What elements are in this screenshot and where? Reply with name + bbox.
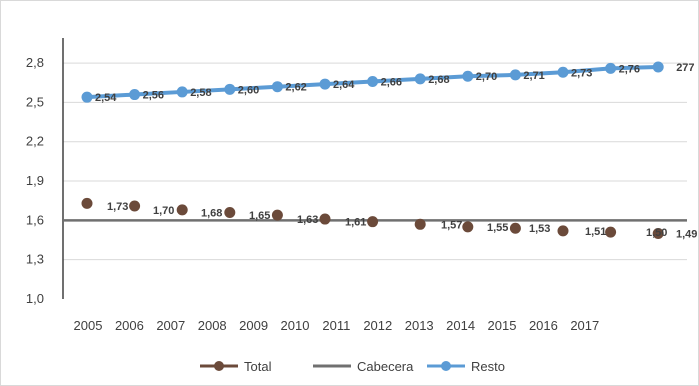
legend: Total Cabecera Resto bbox=[200, 359, 505, 374]
y-tick-label: 2,5 bbox=[26, 94, 44, 109]
resto-point bbox=[509, 69, 521, 81]
x-tick-label: 2008 bbox=[198, 318, 227, 333]
x-tick-label: 2010 bbox=[281, 318, 310, 333]
y-tick-label: 1,0 bbox=[26, 291, 44, 306]
resto-point bbox=[129, 89, 141, 101]
resto-point bbox=[81, 91, 93, 103]
total-point bbox=[319, 213, 331, 225]
total-data-label: 1,61 bbox=[345, 217, 366, 229]
resto-data-label: 2,70 bbox=[476, 71, 497, 83]
resto-point bbox=[224, 83, 236, 95]
resto-data-label: 2,76 bbox=[619, 63, 640, 75]
legend-label-resto: Resto bbox=[471, 359, 505, 374]
series-group bbox=[63, 61, 687, 239]
x-tick-label: 2011 bbox=[322, 318, 350, 333]
legend-marker-total bbox=[214, 361, 224, 371]
total-point bbox=[605, 226, 617, 238]
resto-data-label: 2,64 bbox=[333, 79, 355, 91]
resto-point bbox=[319, 78, 331, 90]
resto-point bbox=[176, 86, 188, 98]
total-point bbox=[271, 209, 283, 221]
resto-point bbox=[557, 66, 569, 78]
total-point bbox=[81, 197, 93, 209]
total-data-label: 1,70 bbox=[153, 205, 174, 217]
y-tick-label: 2,8 bbox=[26, 55, 44, 70]
resto-data-label: 2,58 bbox=[190, 87, 211, 99]
total-data-label: 1,49 bbox=[676, 228, 697, 240]
resto-point bbox=[605, 62, 617, 74]
total-data-label: 1,51 bbox=[585, 226, 606, 238]
x-tick-label: 2015 bbox=[488, 318, 517, 333]
y-tick-label: 1,3 bbox=[26, 252, 44, 267]
resto-data-label: 2,66 bbox=[381, 76, 402, 88]
x-tick-labels: 2005 2006 2007 2008 2009 2010 2011 2012 2013 2014… bbox=[74, 318, 600, 333]
legend-label-cabecera: Cabecera bbox=[357, 359, 414, 374]
resto-data-label: 277 bbox=[676, 62, 694, 74]
resto-data-label: 2,68 bbox=[428, 74, 449, 86]
total-data-label: 1,63 bbox=[297, 214, 318, 226]
total-point bbox=[414, 218, 426, 230]
total-point bbox=[557, 225, 569, 237]
y-tick-label: 1,6 bbox=[26, 212, 44, 227]
resto-point bbox=[367, 75, 379, 87]
resto-data-label: 2,56 bbox=[143, 90, 164, 102]
x-tick-label: 2013 bbox=[405, 318, 434, 333]
total-data-label: 1,73 bbox=[107, 201, 128, 213]
total-data-label: 1,65 bbox=[249, 210, 270, 222]
resto-data-label: 2,60 bbox=[238, 84, 259, 96]
total-point bbox=[367, 216, 379, 228]
y-tick-label: 2,2 bbox=[26, 134, 44, 149]
total-point bbox=[224, 207, 236, 219]
total-point bbox=[176, 204, 188, 216]
total-data-label: 1,55 bbox=[487, 222, 508, 234]
total-point bbox=[652, 227, 664, 239]
legend-marker-resto bbox=[441, 361, 451, 371]
resto-point bbox=[271, 81, 283, 93]
total-data-label: 1,68 bbox=[201, 208, 222, 220]
x-tick-label: 2006 bbox=[115, 318, 144, 333]
y-tick-labels: 1,0 1,3 1,6 1,9 2,2 2,5 2,8 bbox=[26, 55, 44, 306]
total-data-label: 1,53 bbox=[529, 223, 550, 235]
x-tick-label: 2016 bbox=[529, 318, 558, 333]
total-data-label: 1,57 bbox=[441, 219, 462, 231]
x-tick-label: 2012 bbox=[363, 318, 392, 333]
resto-data-label: 2,71 bbox=[523, 70, 544, 82]
x-tick-label: 2005 bbox=[74, 318, 103, 333]
resto-point bbox=[652, 61, 664, 73]
x-tick-label: 2014 bbox=[446, 318, 475, 333]
data-labels: 2,54 2,56 2,58 2,60 2,62 2,64 2,66 2,68 2,70 2,71… bbox=[95, 62, 697, 240]
total-point bbox=[129, 200, 141, 212]
resto-data-label: 2,62 bbox=[285, 82, 306, 94]
total-point bbox=[462, 221, 474, 233]
resto-point bbox=[414, 73, 426, 85]
x-tick-label: 2007 bbox=[156, 318, 185, 333]
resto-point bbox=[462, 70, 474, 82]
x-tick-label: 2009 bbox=[239, 318, 268, 333]
total-data-label: 1,50 bbox=[646, 227, 667, 239]
legend-label-total: Total bbox=[244, 359, 272, 374]
total-point bbox=[509, 222, 521, 234]
resto-data-label: 2,73 bbox=[571, 67, 592, 79]
y-tick-label: 1,9 bbox=[26, 173, 44, 188]
x-tick-label: 2017 bbox=[570, 318, 599, 333]
resto-data-label: 2,54 bbox=[95, 92, 117, 104]
